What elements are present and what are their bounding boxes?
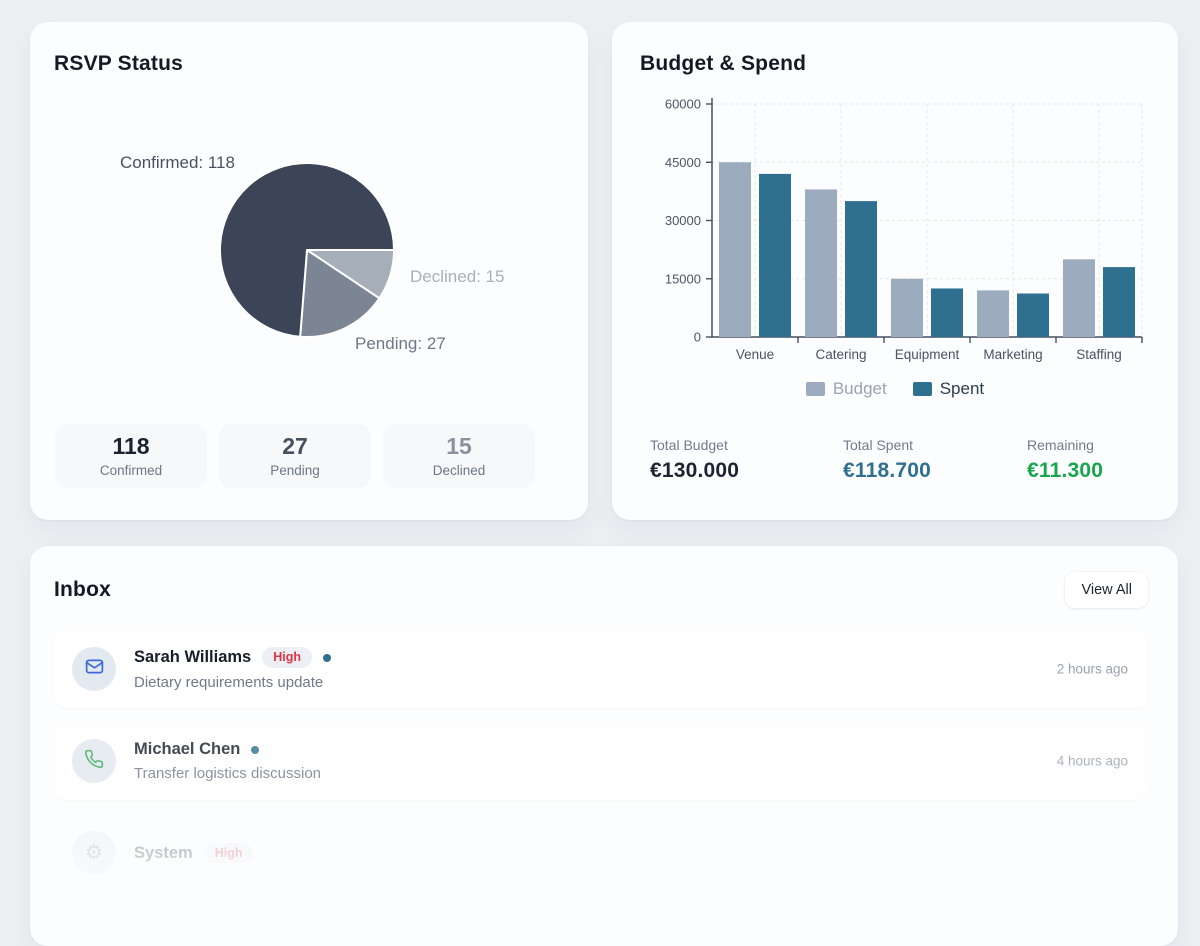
total-spent-label: Total Spent — [843, 437, 914, 453]
stat-value-pending: 27 — [282, 433, 308, 460]
total-spent-col: Total Spent €118.700 — [843, 437, 931, 483]
message-row-system[interactable]: ⚙ System High — [54, 814, 1148, 892]
inbox-title: Inbox — [54, 578, 111, 601]
legend-item-budget[interactable]: Budget — [805, 379, 887, 399]
rsvp-status-card: RSVP Status Confirmed: 118 Declined: 15 … — [30, 22, 588, 520]
inbox-message-list: Sarah Williams High Dietary requirements… — [54, 630, 1148, 892]
pie-label-confirmed: Confirmed: 118 — [120, 153, 235, 172]
avatar: ⚙ — [72, 831, 116, 875]
legend-label-spent: Spent — [939, 379, 985, 398]
stat-label-declined: Declined — [432, 462, 486, 478]
svg-text:Catering: Catering — [815, 347, 866, 362]
svg-text:Equipment: Equipment — [895, 347, 960, 362]
message-content: Sarah Williams High Dietary requirements… — [134, 647, 332, 691]
priority-badge: High — [203, 842, 254, 864]
avatar — [72, 739, 116, 783]
stat-box-pending: 27 Pending — [219, 424, 371, 488]
message-content: System High — [134, 842, 254, 864]
remaining-value: €11.300 — [1027, 459, 1104, 482]
total-budget-label: Total Budget — [650, 437, 728, 453]
rsvp-card-title: RSVP Status — [54, 52, 184, 75]
unread-dot-icon — [251, 745, 260, 754]
svg-text:Venue: Venue — [736, 347, 774, 362]
rsvp-pie-chart — [219, 162, 395, 338]
svg-text:0: 0 — [694, 330, 701, 345]
message-timestamp: 4 hours ago — [1056, 753, 1128, 769]
dashboard-page: RSVP Status Confirmed: 118 Declined: 15 … — [30, 22, 1178, 946]
view-all-button[interactable]: View All — [1065, 572, 1148, 608]
svg-text:Marketing: Marketing — [983, 347, 1042, 362]
remaining-col: Remaining €11.300 — [1027, 437, 1103, 483]
svg-text:60000: 60000 — [665, 97, 701, 112]
avatar — [72, 647, 116, 691]
message-timestamp: 2 hours ago — [1056, 661, 1128, 677]
system-icon: ⚙ — [85, 842, 103, 864]
unread-dot-icon — [323, 653, 332, 662]
sender-name: Michael Chen — [134, 740, 241, 758]
priority-badge: High — [262, 647, 313, 668]
stat-value-declined: 15 — [446, 433, 472, 460]
total-budget-col: Total Budget €130.000 — [650, 437, 739, 483]
message-content: Michael Chen Transfer logistics discussi… — [134, 740, 321, 782]
stat-box-confirmed: 118 Confirmed — [55, 424, 207, 488]
svg-text:15000: 15000 — [665, 271, 701, 286]
budget-bar-chart: 0 15000 30000 45000 60000 Venue Catering Equipm… — [665, 97, 1143, 362]
sender-name: Sarah Williams — [134, 648, 252, 666]
pie-label-pending: Pending: 27 — [355, 334, 446, 353]
message-subject: Dietary requirements update — [134, 673, 324, 691]
budget-card-title: Budget & Spend — [640, 52, 807, 75]
stat-value-confirmed: 118 — [112, 433, 150, 460]
inbox-header: Inbox View All — [54, 572, 1148, 608]
budget-spend-card: Budget & Spend 0 15000 30000 45000 60000 Venu… — [612, 22, 1178, 520]
stat-label-pending: Pending — [270, 462, 320, 478]
stat-label-confirmed: Confirmed — [99, 462, 163, 478]
phone-icon — [84, 749, 104, 774]
total-spent-value: €118.700 — [843, 459, 932, 482]
remaining-label: Remaining — [1027, 437, 1094, 453]
sender-name: System — [134, 843, 193, 862]
stat-box-declined: 15 Declined — [383, 424, 535, 488]
chart-legend: Budget Spent — [612, 379, 1178, 399]
pie-label-declined: Declined: 15 — [410, 267, 505, 286]
message-row-sarah-williams[interactable]: Sarah Williams High Dietary requirements… — [54, 630, 1148, 708]
budget-totals-row: Total Budget €130.000 Total Spent €118.7… — [612, 437, 1178, 507]
spent-swatch-icon — [912, 382, 932, 396]
svg-text:45000: 45000 — [665, 155, 701, 170]
mail-icon — [84, 656, 105, 682]
svg-text:Staffing: Staffing — [1076, 347, 1122, 362]
legend-label-budget: Budget — [832, 379, 887, 398]
rsvp-stats-row: 118 Confirmed 27 Pending 15 Declined — [55, 424, 535, 488]
inbox-card: Inbox View All Sarah Williams High Dieta… — [30, 546, 1178, 946]
legend-item-spent[interactable]: Spent — [912, 379, 985, 399]
budget-swatch-icon — [805, 382, 825, 396]
svg-text:30000: 30000 — [665, 213, 701, 228]
message-row-michael-chen[interactable]: Michael Chen Transfer logistics discussi… — [54, 722, 1148, 800]
total-budget-value: €130.000 — [650, 459, 740, 482]
message-subject: Transfer logistics discussion — [134, 765, 322, 782]
